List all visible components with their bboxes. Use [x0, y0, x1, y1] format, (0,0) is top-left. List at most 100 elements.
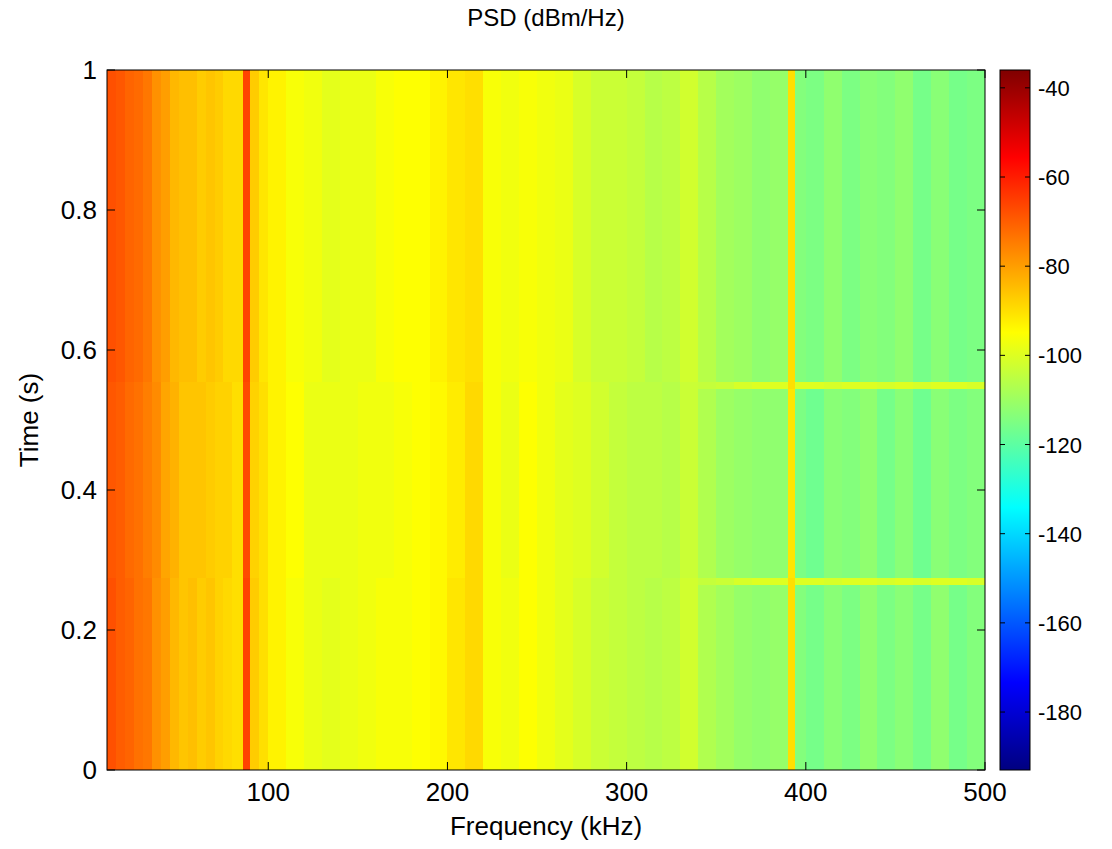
cell [573, 578, 591, 586]
colorbar [1000, 70, 1030, 770]
cell [304, 382, 322, 390]
cell [223, 389, 232, 579]
cell [243, 70, 251, 382]
x-tick-top [626, 70, 627, 78]
cell [394, 585, 412, 771]
cell [752, 382, 770, 390]
cell [806, 585, 824, 771]
cell [243, 389, 251, 579]
cell [716, 382, 734, 390]
cell [358, 585, 376, 771]
cell [795, 578, 806, 586]
y-tick-label: 0.6 [61, 335, 97, 365]
cell [170, 70, 179, 382]
cell [662, 578, 680, 586]
cell [394, 578, 412, 586]
x-tick-top [805, 70, 806, 78]
cell [259, 389, 268, 579]
cell [125, 389, 134, 579]
cell [259, 382, 268, 390]
cell [215, 389, 224, 579]
cell [394, 389, 412, 579]
cell [795, 382, 806, 390]
x-tick-label: 300 [605, 777, 648, 807]
cell [358, 70, 376, 382]
cell [179, 70, 188, 382]
cell [949, 382, 967, 390]
cell [519, 585, 537, 771]
cell [609, 578, 627, 586]
cell [215, 382, 224, 390]
cell [931, 578, 949, 586]
cell [842, 578, 860, 586]
y-tick-right [977, 490, 985, 491]
cell [447, 578, 465, 586]
cell [555, 585, 573, 771]
cell [662, 585, 680, 771]
cell [662, 70, 680, 382]
cell [949, 70, 967, 382]
cell [501, 578, 519, 586]
colorbar-tick-label: -140 [1038, 522, 1082, 547]
cell [107, 389, 116, 579]
colorbar-tick [1000, 87, 1005, 88]
cell [340, 578, 358, 586]
cell [268, 578, 286, 586]
cell [232, 585, 243, 771]
cell [376, 389, 394, 579]
cell [430, 389, 448, 579]
cell [125, 70, 134, 382]
cell [698, 382, 716, 390]
cell [931, 382, 949, 390]
cell [143, 578, 152, 586]
cell [483, 585, 501, 771]
cell [430, 578, 448, 586]
cell [519, 382, 537, 390]
cell [967, 389, 985, 579]
cell [259, 70, 268, 382]
cell [627, 585, 645, 771]
cell [734, 578, 752, 586]
cell [161, 382, 170, 390]
cell [179, 382, 188, 390]
cell [698, 578, 716, 586]
cell [501, 382, 519, 390]
cell [788, 70, 796, 382]
cell [376, 585, 394, 771]
cell [206, 389, 215, 579]
cell [358, 382, 376, 390]
y-tick-right [977, 630, 985, 631]
cell [243, 578, 251, 586]
cell [412, 389, 430, 579]
cell [447, 389, 465, 579]
cell [662, 382, 680, 390]
cell [465, 70, 483, 382]
cell [645, 382, 663, 390]
y-tick [107, 210, 115, 211]
cell [537, 70, 555, 382]
x-tick-label: 400 [784, 777, 827, 807]
cell [680, 382, 698, 390]
colorbar-tick [1025, 266, 1030, 267]
cell [430, 585, 448, 771]
cell [483, 382, 501, 390]
colorbar-tick [1025, 712, 1030, 713]
cell [152, 585, 161, 771]
cell [842, 585, 860, 771]
cell [215, 585, 224, 771]
cell [931, 389, 949, 579]
cell [824, 389, 842, 579]
x-tick [626, 762, 627, 770]
cell [206, 578, 215, 586]
cell [250, 382, 259, 390]
cell [591, 389, 609, 579]
cell [573, 382, 591, 390]
cell [179, 585, 188, 771]
cell [143, 389, 152, 579]
cell [842, 382, 860, 390]
x-axis-title: Frequency (kHz) [450, 811, 642, 841]
colorbar-tick-label: -160 [1038, 611, 1082, 636]
cell [591, 70, 609, 382]
colorbar-tick [1025, 533, 1030, 534]
cell [752, 389, 770, 579]
